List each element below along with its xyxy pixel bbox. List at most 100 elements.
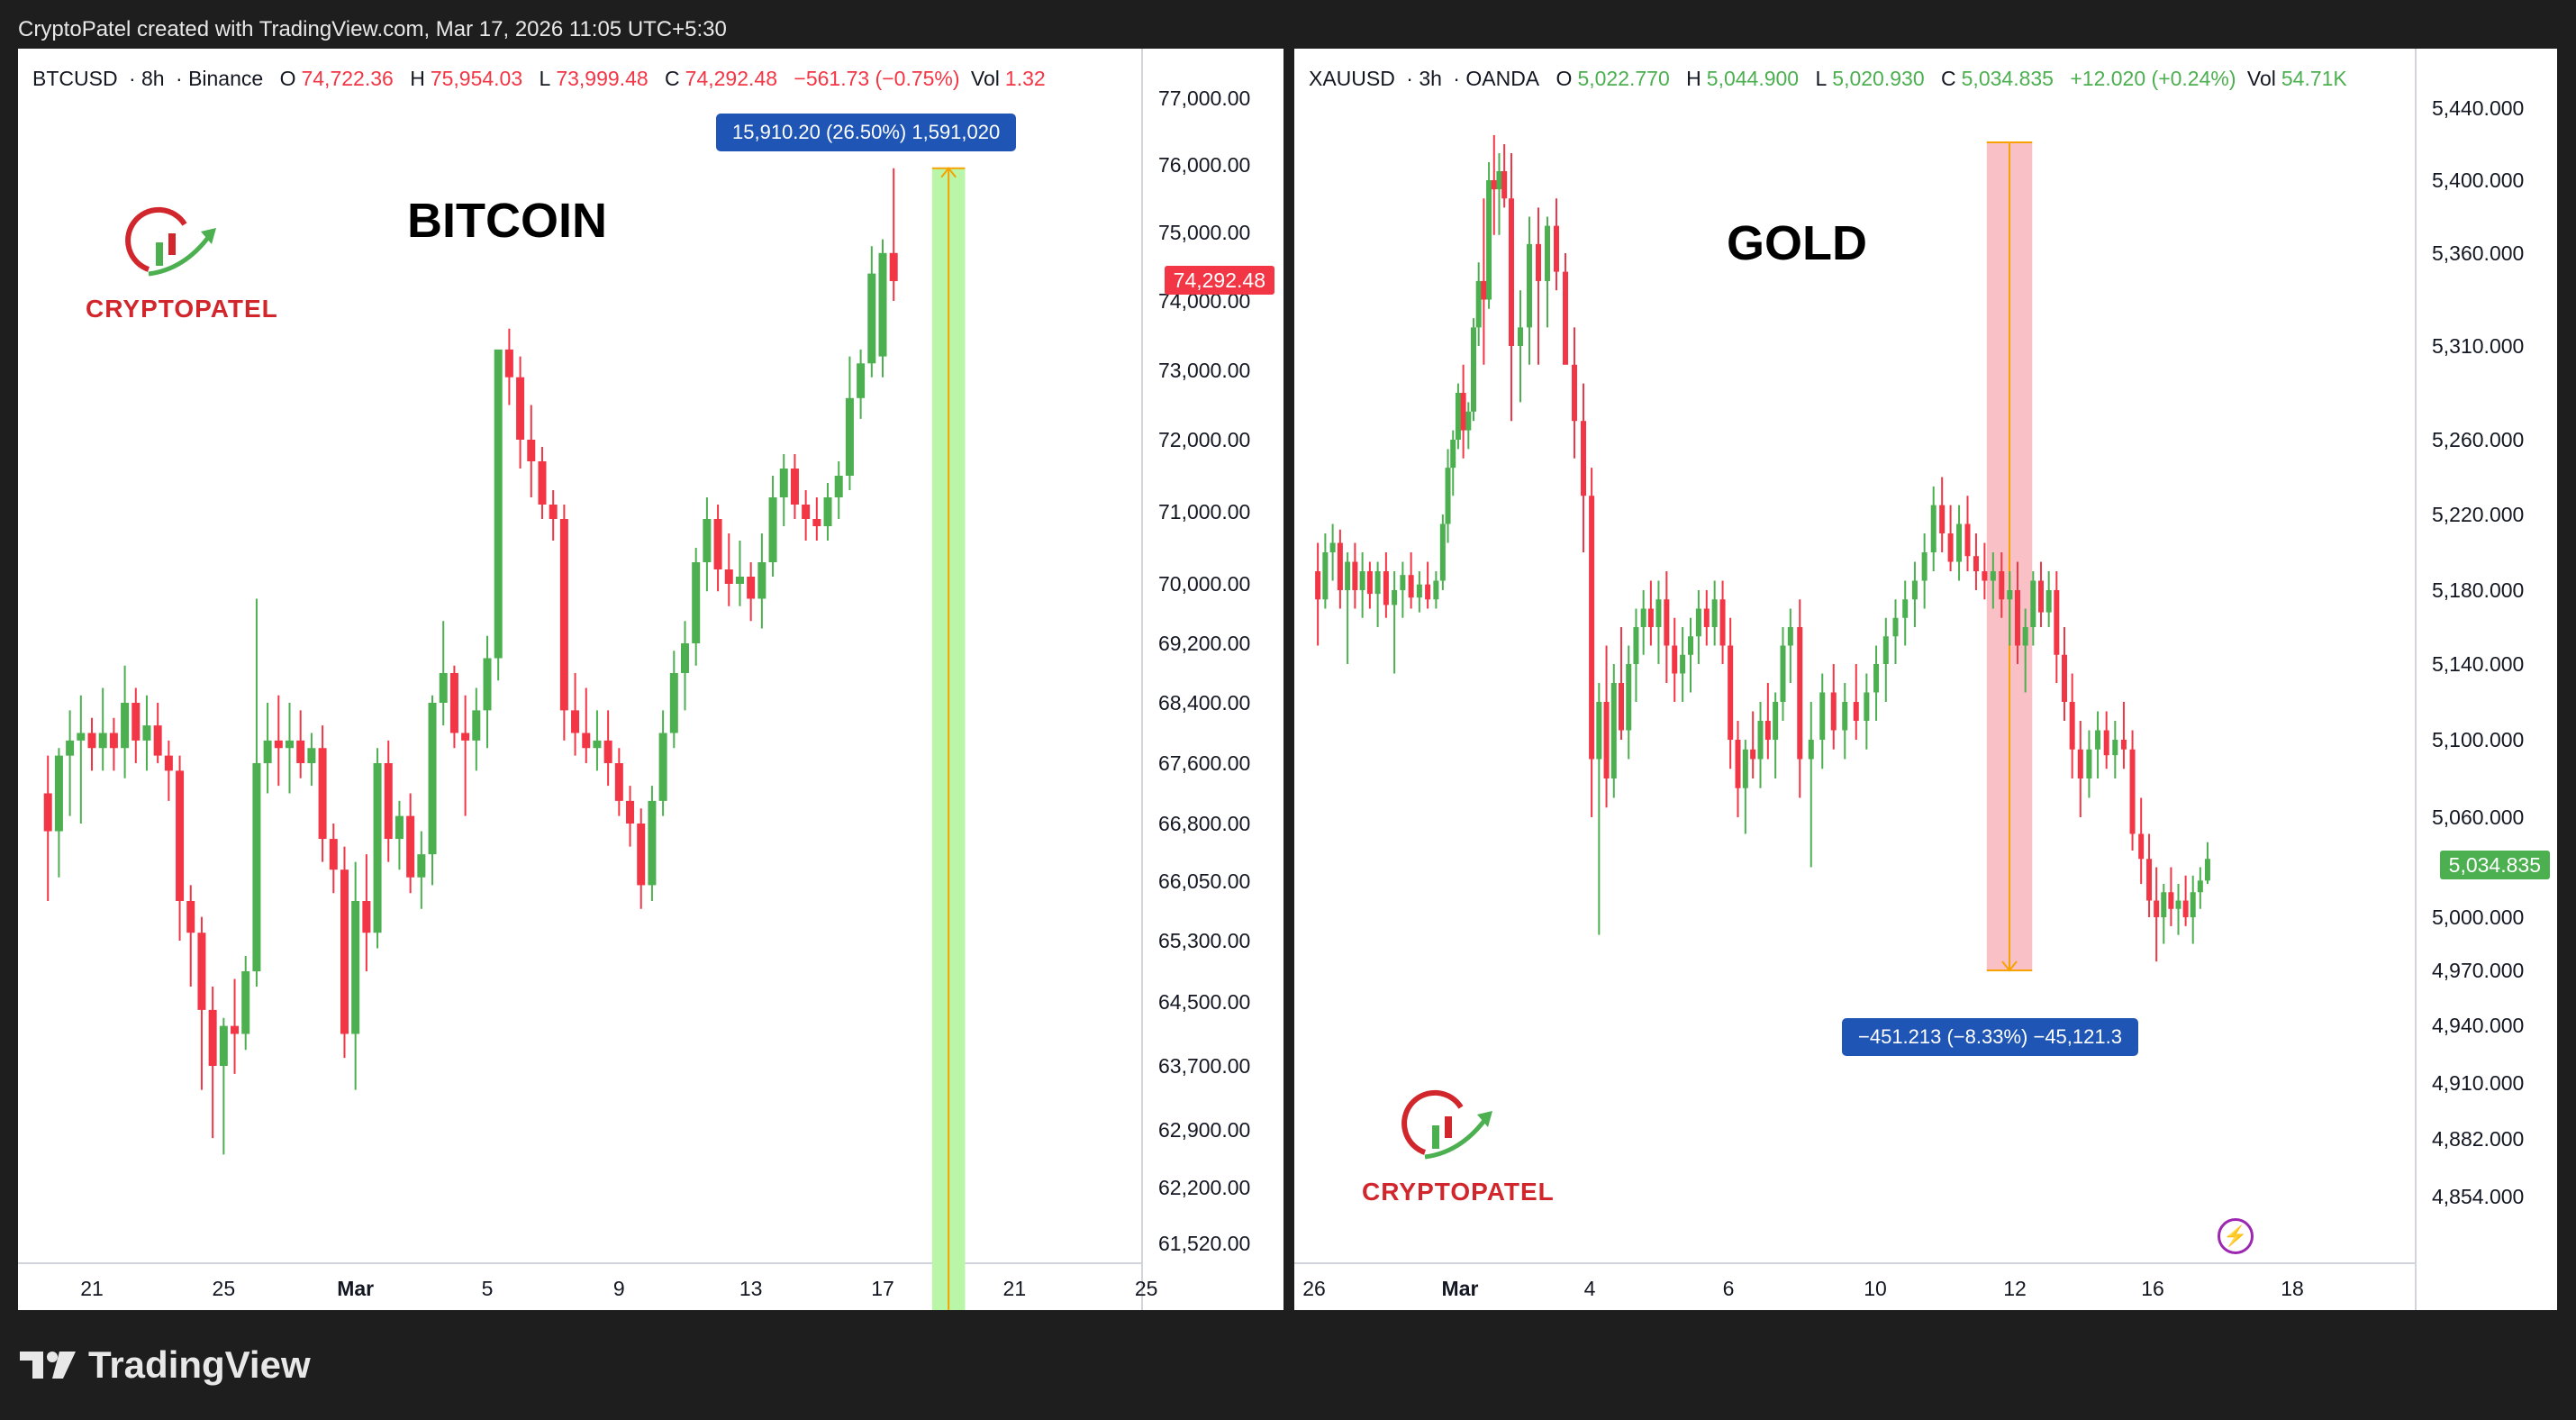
y-tick-label: 68,400.00 — [1158, 691, 1250, 715]
candle-body — [1703, 608, 1710, 627]
candle-body — [1345, 561, 1351, 590]
y-tick-label: 5,140.000 — [2432, 652, 2524, 676]
candle-body — [1374, 571, 1381, 595]
gold-low: L 5,020.930 — [1815, 67, 1925, 90]
btc-low: L 73,999.48 — [539, 67, 649, 90]
candle-body — [2007, 590, 2013, 600]
candle-body — [2038, 580, 2044, 613]
candle-body — [768, 497, 777, 562]
btc-last-price-tag: 74,292.48 — [1164, 266, 1274, 295]
tradingview-logo-icon — [20, 1352, 76, 1379]
measure-arrow — [2001, 960, 2018, 972]
candle-body — [1911, 580, 1918, 600]
candle-body — [626, 800, 635, 824]
btc-open: O 74,722.36 — [279, 67, 394, 90]
candle-body — [2112, 740, 2118, 756]
candle-body — [1956, 523, 1963, 562]
candle-body — [1509, 198, 1514, 346]
tradingview-footer[interactable]: TradingView — [20, 1343, 311, 1388]
candle-body — [1947, 533, 1954, 562]
candle-body — [164, 755, 173, 771]
candle-body — [571, 710, 580, 733]
candle-body — [1610, 683, 1617, 778]
btc-measure-badge: 15,910.20 (26.50%) 1,591,020 — [716, 114, 1017, 151]
candle-body — [2161, 892, 2167, 917]
candle-body — [1964, 523, 1971, 557]
gold-close: C 5,034.835 — [1941, 67, 2054, 90]
candle-body — [867, 273, 876, 364]
btc-chart-svg[interactable]: 77,000.0076,000.0075,000.0074,000.0073,0… — [18, 49, 1283, 1310]
gold-chart-svg[interactable]: 5,440.000 5,400.000 5,360.000 5,310.000 5,26… — [1294, 49, 2557, 1310]
candle-body — [1465, 411, 1472, 431]
y-tick-label: 61,520.00 — [1158, 1232, 1250, 1255]
y-tick-label: 65,300.00 — [1158, 929, 1250, 952]
candle-body — [2190, 892, 2196, 917]
candle-body — [231, 1025, 240, 1034]
candle-body — [1619, 683, 1624, 731]
candle-body — [735, 577, 744, 584]
candle-body — [1408, 575, 1414, 598]
btc-symbol-label: BTCUSD · 8h · Binance — [32, 67, 264, 90]
candle-body — [2045, 590, 2052, 613]
candle-body — [142, 725, 151, 741]
y-tick-label: 69,200.00 — [1158, 632, 1250, 655]
candle-body — [779, 469, 788, 497]
candle-body — [449, 673, 458, 733]
candle-body — [351, 901, 360, 1034]
x-tick-label: 25 — [213, 1277, 236, 1300]
candle-body — [2146, 859, 2153, 901]
candle-body — [1445, 468, 1451, 524]
candle-body — [1572, 364, 1577, 422]
tradingview-brand: TradingView — [88, 1343, 311, 1386]
candle-body — [373, 763, 382, 933]
candle-body — [286, 740, 294, 749]
flash-icon[interactable]: ⚡ — [2218, 1218, 2254, 1254]
candle-body — [153, 725, 162, 756]
btc-chart-panel[interactable]: 77,000.00 76,000.00 75,000.00 74,000.00 73,0… — [18, 49, 1283, 1310]
candle-body — [1735, 740, 1741, 788]
candle-body — [263, 740, 272, 763]
candle-body — [1400, 575, 1406, 590]
candle-body — [1352, 561, 1358, 590]
y-tick-label: 70,000.00 — [1158, 572, 1250, 596]
candle-body — [1750, 749, 1756, 760]
candle-body — [1939, 505, 1946, 533]
candle-body — [274, 740, 283, 749]
gold-chart-panel[interactable]: 5,440.000 5,400.000 5,360.000 5,310.000 5,26… — [1294, 49, 2557, 1310]
candle-body — [637, 824, 646, 886]
candle-body — [1322, 552, 1329, 600]
gold-symbol-label: XAUUSD · 3h · OANDA — [1309, 67, 1540, 90]
x-tick-label: 9 — [613, 1277, 625, 1300]
candle-body — [1450, 440, 1456, 469]
candle-body — [1780, 645, 1786, 702]
candle-body — [2204, 859, 2210, 881]
candle-body — [1491, 180, 1497, 190]
candle-body — [1655, 599, 1662, 627]
gold-last-price-tag: 5,034.835 — [2439, 851, 2550, 879]
candle-body — [681, 643, 689, 673]
candle-body — [197, 933, 206, 1010]
candle-body — [1496, 171, 1502, 190]
x-tick-label: 13 — [739, 1277, 763, 1300]
candle-body — [1892, 617, 1899, 637]
candle-body — [1315, 571, 1321, 600]
measure-arrow — [940, 167, 957, 178]
candle-body — [823, 497, 832, 526]
candle-body — [1536, 243, 1541, 281]
candle-body — [318, 748, 327, 840]
candle-body — [724, 569, 733, 584]
y-tick-label: 4,940.000 — [2432, 1014, 2524, 1037]
candle-body — [834, 476, 843, 497]
x-tick-label: 21 — [1003, 1277, 1027, 1300]
candle-body — [1990, 571, 1996, 581]
candle-body — [1982, 571, 1988, 581]
candle-body — [2095, 730, 2101, 750]
candle-body — [2030, 580, 2036, 627]
candle-body — [713, 519, 722, 569]
candle-body — [703, 519, 712, 562]
x-tick-label: Mar — [1442, 1277, 1479, 1300]
x-tick-label: 18 — [2281, 1277, 2304, 1300]
candle-body — [417, 854, 426, 878]
y-tick-label: 63,700.00 — [1158, 1054, 1250, 1078]
y-tick-label: 4,882.000 — [2432, 1127, 2524, 1151]
